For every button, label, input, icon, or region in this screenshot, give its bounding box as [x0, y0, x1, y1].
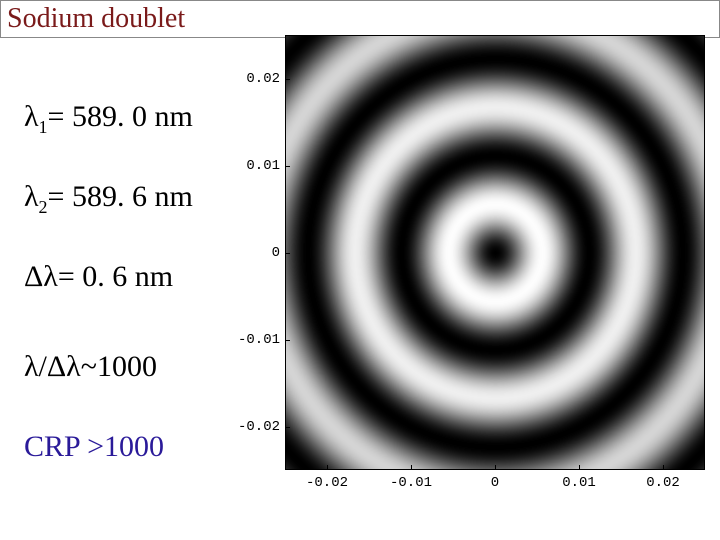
y-tick-label: -0.02 — [220, 419, 280, 435]
plot-axes-frame — [285, 35, 705, 470]
delta-lambda-line: Δλ= 0. 6 nm — [24, 260, 173, 294]
y-tick-mark — [285, 79, 290, 80]
x-tick-mark — [411, 465, 412, 470]
lambda1-text: λ1= 589. 0 nm — [24, 100, 193, 133]
page-title: Sodium doublet — [0, 0, 720, 38]
y-tick-label: 0.02 — [220, 71, 280, 87]
lambda1-line: λ1= 589. 0 nm — [24, 100, 193, 138]
y-tick-label: 0 — [220, 245, 280, 261]
ratio-line: λ/Δλ~1000 — [24, 350, 157, 384]
y-tick-mark — [285, 253, 290, 254]
lambda2-line: λ2= 589. 6 nm — [24, 180, 193, 218]
x-tick-mark — [663, 465, 664, 470]
y-tick-mark — [285, 166, 290, 167]
x-tick-mark — [579, 465, 580, 470]
x-tick-label: -0.01 — [390, 475, 432, 491]
interference-plot: -0.02-0.0100.010.02 -0.02-0.0100.010.02 — [235, 35, 705, 515]
x-tick-mark — [327, 465, 328, 470]
x-tick-label: 0 — [491, 475, 499, 491]
x-tick-label: 0.01 — [562, 475, 596, 491]
x-tick-mark — [495, 465, 496, 470]
y-tick-mark — [285, 427, 290, 428]
x-tick-label: 0.02 — [646, 475, 680, 491]
x-tick-label: -0.02 — [306, 475, 348, 491]
y-tick-label: -0.01 — [220, 332, 280, 348]
y-tick-label: 0.01 — [220, 158, 280, 174]
ring-pattern-canvas — [286, 36, 704, 469]
lambda2-text: λ2= 589. 6 nm — [24, 180, 193, 213]
y-tick-mark — [285, 340, 290, 341]
crp-line: CRP >1000 — [24, 430, 164, 464]
